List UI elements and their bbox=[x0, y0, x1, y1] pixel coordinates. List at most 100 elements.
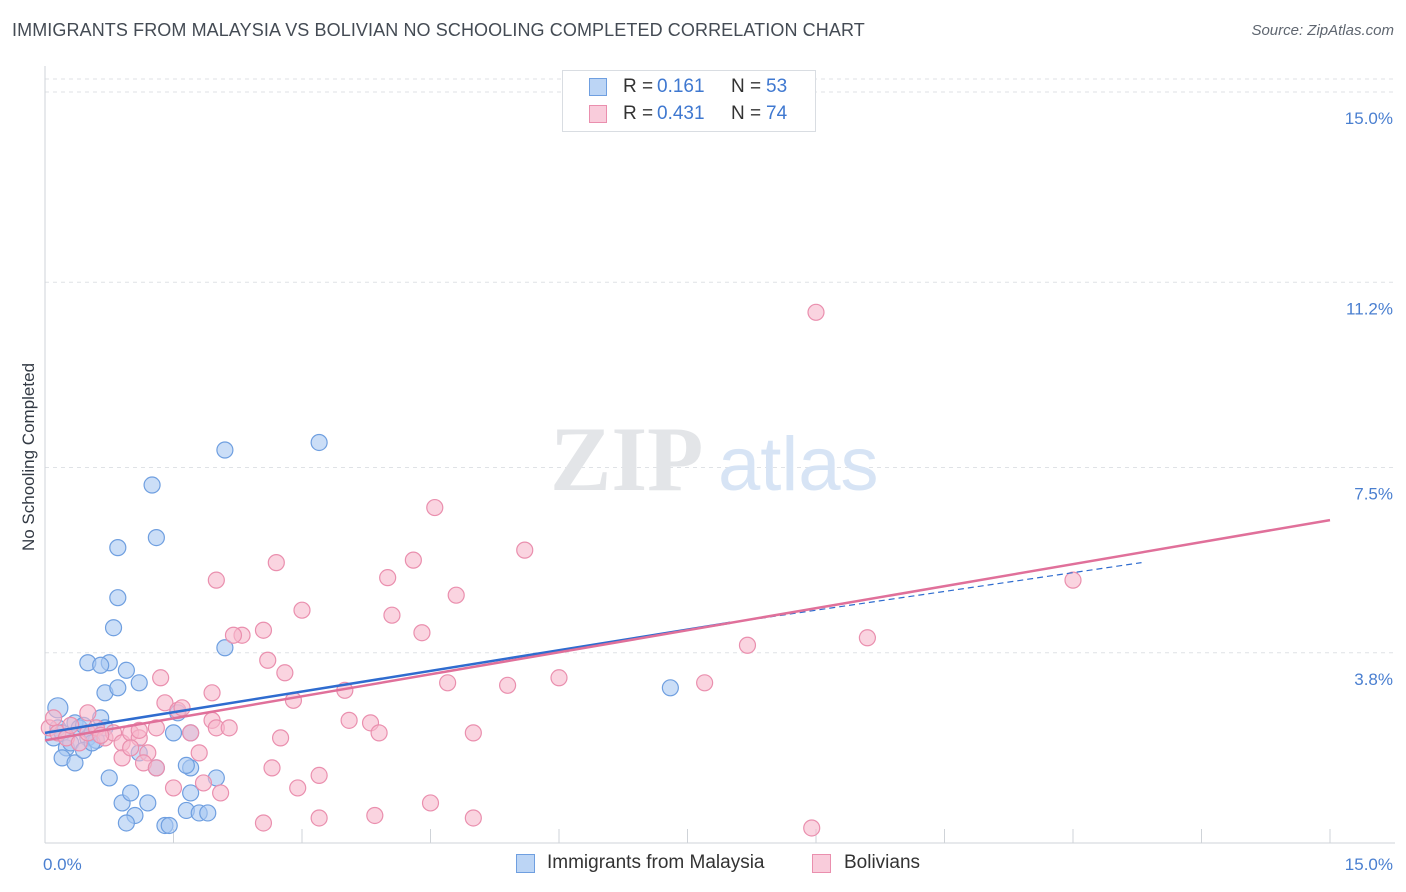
bolivian-point bbox=[738, 636, 757, 654]
malaysia-trend-extension bbox=[730, 562, 1142, 624]
malaysia-point bbox=[139, 794, 157, 812]
malaysia-point bbox=[130, 674, 148, 692]
series-legend-bolivians[interactable]: Bolivians bbox=[812, 851, 952, 877]
legend-n-label: N = bbox=[731, 103, 762, 124]
points-layer bbox=[40, 303, 1082, 837]
bolivian-point bbox=[44, 709, 63, 727]
bolivian-point bbox=[173, 699, 191, 717]
bolivian-point bbox=[263, 759, 281, 777]
axis-layer bbox=[44, 66, 1395, 844]
source-label: Source: ZipAtlas.com bbox=[1251, 22, 1394, 39]
x-tick-label: 15.0% bbox=[1345, 855, 1393, 874]
legend-swatch-pink bbox=[589, 105, 607, 123]
bolivian-point bbox=[224, 626, 243, 644]
bolivian-point bbox=[696, 674, 714, 692]
bolivian-point bbox=[464, 724, 482, 742]
grid-layer bbox=[45, 78, 1395, 654]
y-tick-label: 15.0% bbox=[1345, 109, 1393, 128]
watermark: ZIP atlas bbox=[550, 408, 879, 510]
malaysia-point bbox=[661, 679, 679, 697]
bolivian-point bbox=[62, 716, 80, 734]
malaysia-point bbox=[66, 754, 84, 772]
bolivian-point bbox=[164, 779, 183, 797]
bolivian-point bbox=[212, 784, 230, 802]
bolivian-point bbox=[220, 719, 238, 737]
bolivian-point bbox=[516, 541, 534, 559]
malaysia-point bbox=[122, 784, 140, 802]
chart-title: IMMIGRANTS FROM MALAYSIA VS BOLIVIAN NO … bbox=[12, 20, 865, 40]
bolivian-point bbox=[421, 794, 440, 812]
bolivian-point bbox=[147, 719, 165, 737]
malaysia-point bbox=[177, 756, 195, 774]
legend-r-label: R = bbox=[623, 103, 654, 124]
malaysia-point bbox=[100, 769, 118, 787]
legend-label-bolivians: Bolivians bbox=[844, 852, 921, 873]
malaysia-point bbox=[199, 804, 217, 822]
y-tick-label: 7.5% bbox=[1354, 485, 1393, 504]
bolivian-trend-line bbox=[44, 518, 1331, 742]
malaysia-point bbox=[147, 529, 165, 547]
bolivian-point bbox=[379, 569, 397, 587]
bolivian-point bbox=[404, 551, 422, 569]
malaysia-point bbox=[216, 639, 234, 657]
legend-n-value: 74 bbox=[766, 103, 788, 124]
bolivian-point bbox=[340, 711, 358, 729]
bolivian-point bbox=[550, 669, 568, 687]
bolivian-point bbox=[413, 624, 431, 642]
bolivian-point bbox=[1064, 571, 1082, 589]
bolivian-point bbox=[310, 766, 328, 785]
tick-label-layer: 3.8% 7.5% 11.2% 15.0% 0.0% 15.0% bbox=[43, 109, 1393, 874]
bolivian-point bbox=[289, 779, 307, 797]
bolivian-point bbox=[439, 674, 457, 692]
bolivian-point bbox=[79, 704, 97, 722]
legend-r-label: R = bbox=[623, 76, 654, 97]
malaysia-point bbox=[182, 784, 200, 802]
bolivian-point bbox=[276, 664, 294, 682]
malaysia-point bbox=[109, 589, 127, 607]
bolivian-point bbox=[858, 629, 877, 647]
watermark-atlas: atlas bbox=[718, 422, 879, 507]
malaysia-point bbox=[92, 656, 110, 674]
bolivian-point bbox=[464, 809, 482, 827]
bolivian-point bbox=[207, 571, 225, 589]
malaysia-point bbox=[109, 539, 127, 557]
bolivian-point bbox=[366, 806, 384, 825]
y-tick-label: 3.8% bbox=[1354, 670, 1393, 689]
legend-swatch-blue bbox=[589, 78, 607, 96]
bolivian-point bbox=[499, 676, 517, 694]
bolivian-point bbox=[447, 586, 465, 604]
bolivian-point bbox=[203, 684, 221, 702]
y-tick-label: 11.2% bbox=[1346, 299, 1393, 318]
y-axis-title: No Schooling Completed bbox=[19, 363, 38, 551]
legend-r-value: 0.161 bbox=[657, 76, 705, 97]
bolivian-point bbox=[147, 759, 165, 777]
bolivian-point bbox=[130, 721, 148, 739]
malaysia-point bbox=[117, 661, 135, 679]
bolivian-point bbox=[803, 819, 821, 837]
malaysia-point bbox=[109, 679, 127, 697]
malaysia-point bbox=[104, 619, 123, 637]
legend-n-value: 53 bbox=[766, 76, 788, 97]
bolivian-point bbox=[370, 724, 388, 742]
x-tick-label: 0.0% bbox=[43, 855, 82, 874]
malaysia-point bbox=[310, 433, 328, 452]
bolivian-point bbox=[267, 554, 285, 572]
bolivian-point bbox=[182, 724, 200, 742]
trend-layer bbox=[44, 518, 1331, 742]
bolivian-point bbox=[122, 739, 140, 757]
bolivian-point bbox=[194, 774, 213, 792]
malaysia-point bbox=[117, 814, 135, 832]
malaysia-trend-line bbox=[44, 621, 731, 735]
bolivian-point bbox=[807, 303, 825, 321]
bolivian-point bbox=[254, 814, 273, 832]
watermark-zip: ZIP bbox=[550, 408, 703, 510]
series-legend-malaysia[interactable]: Immigrants from Malaysia bbox=[516, 851, 796, 877]
bolivian-point bbox=[426, 498, 444, 517]
correlation-legend: R = 0.161 N = 53 R = 0.431 N = 74 bbox=[562, 70, 816, 132]
bolivian-point bbox=[293, 601, 311, 619]
legend-r-value: 0.431 bbox=[657, 103, 705, 124]
legend-label-malaysia: Immigrants from Malaysia bbox=[547, 852, 765, 873]
bolivian-point bbox=[310, 809, 328, 827]
